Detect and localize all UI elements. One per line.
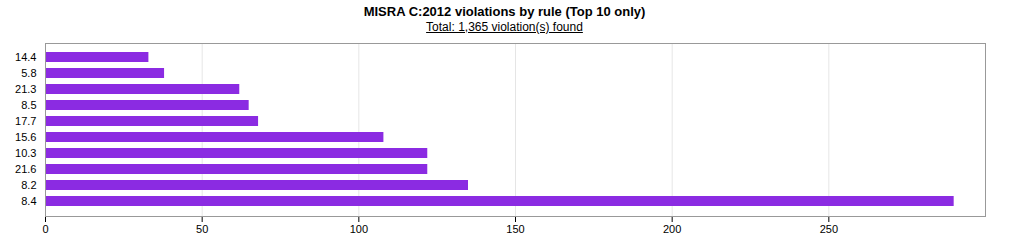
svg-text:100: 100 <box>349 223 367 235</box>
svg-text:50: 50 <box>196 223 208 235</box>
svg-text:17.7: 17.7 <box>15 115 36 127</box>
svg-text:0: 0 <box>42 223 48 235</box>
svg-text:150: 150 <box>506 223 524 235</box>
svg-text:21.6: 21.6 <box>15 163 36 175</box>
html-text:Total: 1,365 violation(s) foun: Total: 1,365 violation(s) found <box>426 20 583 34</box>
svg-text:10.3: 10.3 <box>15 147 36 159</box>
svg-text:8.5: 8.5 <box>21 99 36 111</box>
svg-text:21.3: 21.3 <box>15 83 36 95</box>
svg-text:15.6: 15.6 <box>15 131 36 143</box>
svg-text:200: 200 <box>662 223 680 235</box>
svg-text:8.2: 8.2 <box>21 179 36 191</box>
svg-text:14.4: 14.4 <box>15 51 36 63</box>
html-text:MISRA C:2012 violations by rul: MISRA C:2012 violations by rule (Top 10 … <box>363 4 646 19</box>
svg-text:8.4: 8.4 <box>21 195 36 207</box>
svg-text:5.8: 5.8 <box>21 67 36 79</box>
svg-text:250: 250 <box>819 223 837 235</box>
